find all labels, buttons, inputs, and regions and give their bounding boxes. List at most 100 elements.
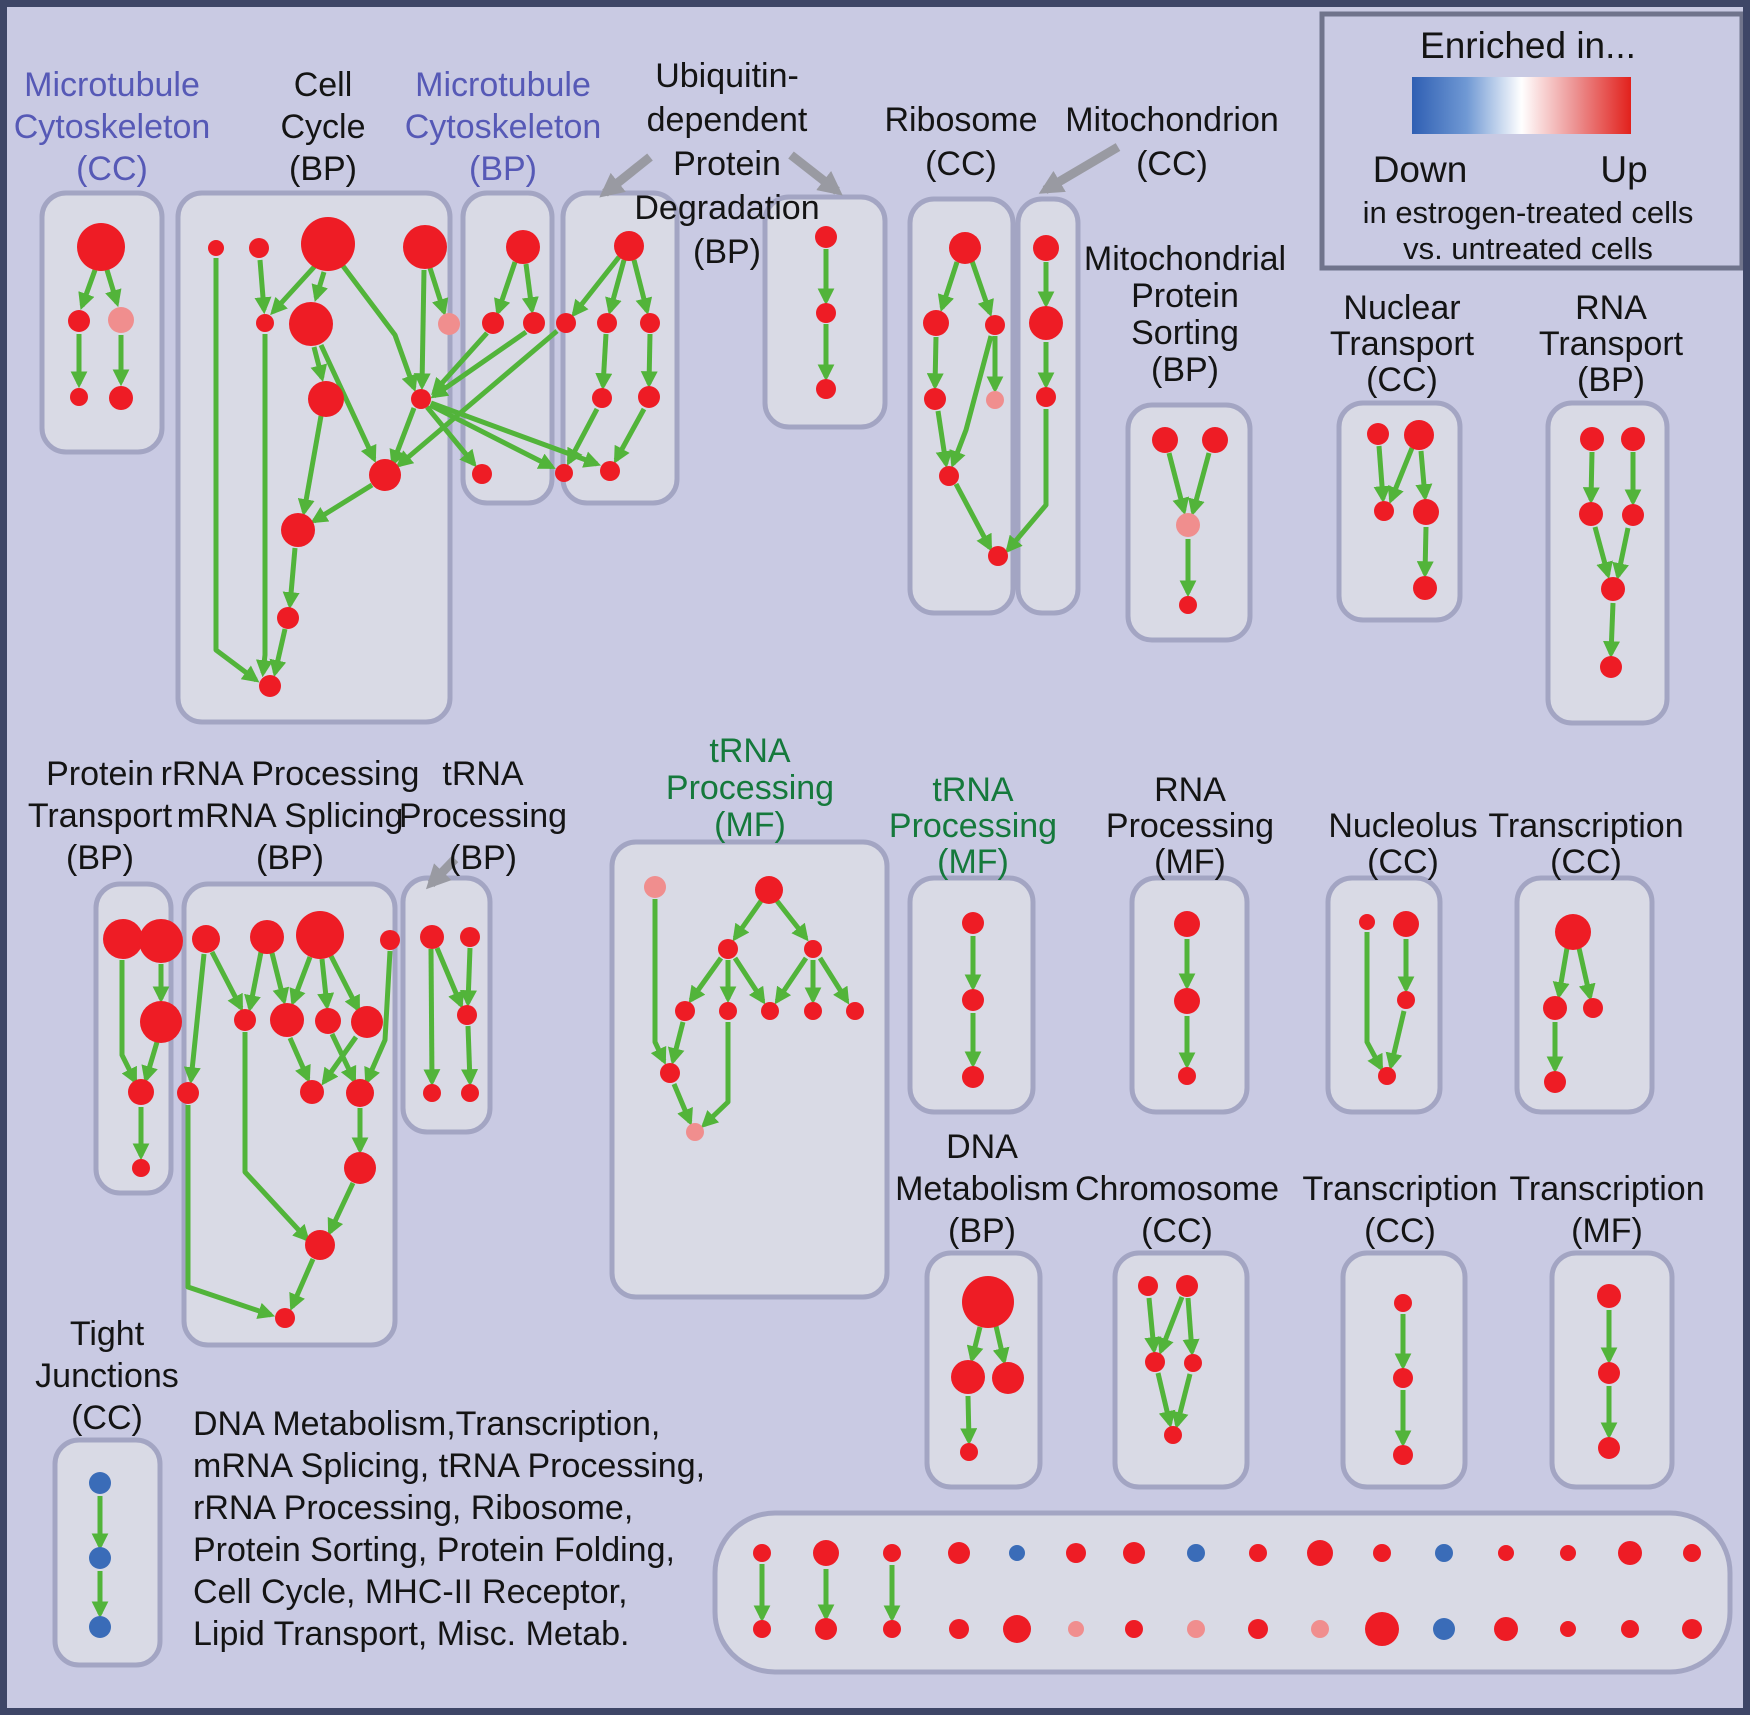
node-rrna-processing-mrna-splicing-bp [380, 930, 400, 950]
label-transcription-mf-line-2: (MF) [1571, 1212, 1643, 1250]
edge [242, 1032, 310, 1243]
node-trna-processing-mf-1 [718, 939, 738, 959]
edge [104, 269, 122, 308]
label-cell-cycle-bp: Cell Cycle (BP) [280, 66, 365, 188]
node-rrna-processing-mrna-splicing-bp [346, 1079, 374, 1107]
label-microtubule-cytoskeleton-bp-line-1: Microtubule [415, 66, 591, 104]
label-nucleolus-cc-line-2: (CC) [1367, 843, 1439, 881]
legend-up-label: Up [1600, 149, 1647, 190]
node-transcription-mf [1597, 1284, 1621, 1308]
cluster-box-transcription-cc-1 [1514, 875, 1655, 1115]
node-misc-bottom-1 [753, 1620, 771, 1638]
legend-subtitle-line1: in estrogen-treated cells [1363, 195, 1694, 230]
caption-line-3: rRNA Processing, Ribosome, [193, 1489, 633, 1527]
node-mitochondrion-cc [1029, 306, 1063, 340]
node-microtubule-cytoskeleton-cc [109, 386, 133, 410]
node-protein-transport-bp [139, 919, 183, 963]
node-rrna-processing-mrna-splicing-bp [296, 911, 344, 959]
edge [774, 956, 809, 1005]
node-misc-bottom-10 [1311, 1620, 1329, 1638]
label-tight-junctions-cc-line-3: (CC) [71, 1399, 143, 1437]
node-trna-processing-bp [457, 1005, 477, 1025]
label-ubiquitin-degradation-bp: Ubiquitin-dependent Protein Degradation (BP… [634, 57, 819, 271]
edge [595, 333, 613, 391]
label-trna-processing-mf-2-line-3: (MF) [937, 843, 1009, 881]
node-mitochondrion-cc [1036, 387, 1056, 407]
edge [631, 259, 653, 316]
edge [1415, 450, 1433, 502]
node-nucleolus-cc [1378, 1067, 1396, 1085]
node-trna-processing-mf-2 [962, 989, 984, 1011]
node-ribosome-cc [949, 232, 981, 264]
node-trna-processing-mf-1 [686, 1123, 704, 1141]
edge [1552, 947, 1570, 1000]
node-nuclear-transport-cc [1367, 423, 1389, 445]
edge [461, 1025, 479, 1087]
node-microtubule-cytoskeleton-bp [506, 230, 540, 264]
label-rna-transport-bp-line-1: RNA [1575, 289, 1647, 327]
node-misc-top-4 [948, 1542, 970, 1564]
node-transcription-cc-2 [1393, 1445, 1413, 1465]
node-misc-top-3 [883, 1544, 901, 1562]
label-trna-processing-bp-line-3: (BP) [449, 839, 517, 877]
node-misc-top-14 [1560, 1545, 1576, 1561]
node-cell-cycle-bp [438, 313, 460, 335]
node-misc-bottom-5 [1003, 1615, 1031, 1643]
node-transcription-cc-2 [1393, 1368, 1413, 1388]
edge [1603, 602, 1620, 659]
label-chromosome-cc-line-2: (CC) [1141, 1212, 1213, 1250]
label-microtubule-cytoskeleton-bp-line-3: (BP) [469, 150, 537, 188]
edge [423, 948, 441, 1087]
edge [1364, 932, 1384, 1072]
label-chromosome-cc: Chromosome (CC) [1075, 1170, 1279, 1250]
label-dna-metabolism-bp: DNA Metabolism (BP) [895, 1128, 1069, 1250]
edge [966, 1326, 984, 1364]
label-trna-processing-mf-1-line-1: tRNA [709, 732, 791, 770]
edge [1005, 409, 1049, 554]
node-ribosome-cc [985, 315, 1005, 335]
label-rna-processing-mf-line-1: RNA [1154, 771, 1226, 809]
node-rna-transport-bp [1600, 656, 1622, 678]
node-ribosome-cc [939, 466, 959, 486]
node-misc-bottom-12 [1433, 1618, 1455, 1640]
node-transcription-cc-1 [1543, 996, 1567, 1020]
node-misc-top-10 [1307, 1540, 1333, 1566]
node-misc-bottom-4 [949, 1619, 969, 1639]
edge [650, 899, 667, 1065]
label-pointer-arrow-3 [1038, 143, 1121, 194]
node-trna-processing-mf-1 [846, 1002, 864, 1020]
edge [282, 547, 300, 610]
edge [183, 953, 207, 1085]
edge [255, 334, 273, 678]
label-transcription-mf-line-1: Transcription [1509, 1170, 1704, 1208]
legend-title: Enriched in... [1420, 25, 1636, 66]
edge [213, 258, 260, 683]
label-mitochondrial-protein-sorting-bp-line-4: (BP) [1151, 351, 1219, 389]
edge [775, 899, 809, 942]
node-ubiquitin-degradation-bp-1 [614, 231, 644, 261]
node-ubiquitin-degradation-bp-1 [640, 313, 660, 333]
caption-line-1: DNA Metabolism,Transcription, [193, 1405, 660, 1443]
label-mitochondrion-cc-line-2: (CC) [1136, 145, 1208, 183]
node-rrna-processing-mrna-splicing-bp [250, 920, 284, 954]
edge [310, 482, 374, 524]
node-trna-processing-mf-2 [962, 1066, 984, 1088]
edge [321, 1035, 359, 1086]
label-transcription-cc-2-line-1: Transcription [1302, 1170, 1497, 1208]
node-rna-transport-bp [1579, 502, 1603, 526]
node-rrna-processing-mrna-splicing-bp [300, 1080, 324, 1104]
edge [992, 1325, 1010, 1366]
node-trna-processing-mf-1 [804, 1002, 822, 1020]
label-microtubule-cytoskeleton-cc-line-1: Microtubule [24, 66, 200, 104]
node-microtubule-cytoskeleton-bp [482, 312, 504, 334]
label-cell-cycle-bp-line-3: (BP) [289, 150, 357, 188]
node-tight-junctions-cc [89, 1472, 111, 1494]
node-misc-bottom-6 [1068, 1621, 1084, 1637]
label-transcription-cc-1-line-2: (CC) [1550, 843, 1622, 881]
node-trna-processing-bp [420, 925, 444, 949]
edge [700, 1022, 731, 1128]
node-mitochondrial-protein-sorting-bp [1152, 427, 1178, 453]
node-ribosome-cc [988, 546, 1008, 566]
